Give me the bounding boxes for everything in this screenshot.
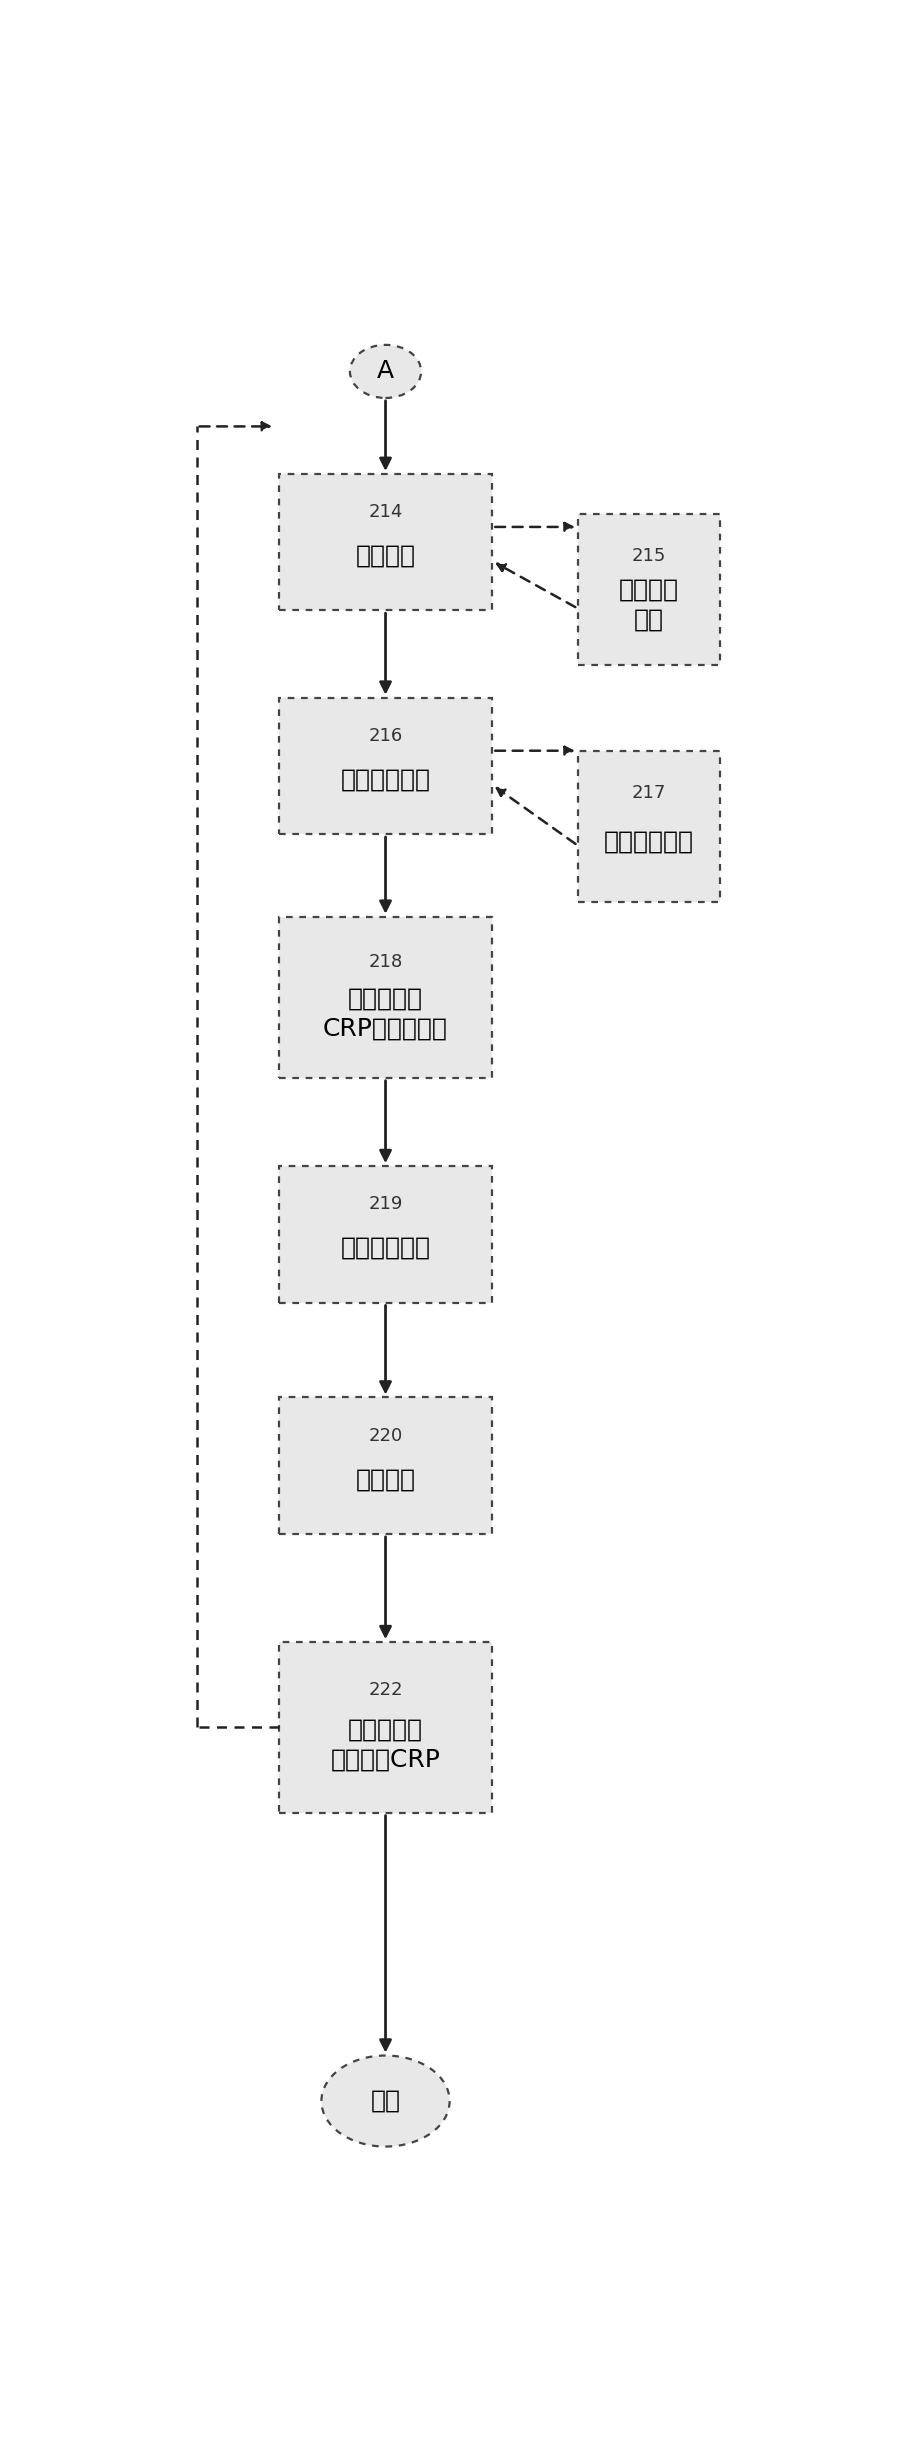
Text: 216: 216	[369, 727, 403, 744]
Ellipse shape	[322, 2057, 449, 2148]
Ellipse shape	[350, 345, 421, 399]
Text: 220: 220	[369, 1426, 403, 1446]
Text: 针对额外的
CRP的任选延迟: 针对额外的 CRP的任选延迟	[323, 988, 448, 1039]
Text: 检测电疗: 检测电疗	[356, 1468, 415, 1493]
FancyBboxPatch shape	[278, 1165, 493, 1303]
Text: 222: 222	[369, 1680, 403, 1699]
FancyBboxPatch shape	[278, 1397, 493, 1534]
Text: 电击决定: 电击决定	[356, 544, 415, 569]
Text: 显示装备状态: 显示装备状态	[604, 830, 694, 855]
Text: 结束: 结束	[370, 2089, 401, 2113]
Text: 215: 215	[632, 547, 666, 564]
Text: 发出用户提示: 发出用户提示	[341, 1236, 430, 1261]
FancyBboxPatch shape	[278, 697, 493, 835]
Text: 214: 214	[369, 502, 403, 522]
FancyBboxPatch shape	[578, 751, 720, 901]
Text: A: A	[377, 360, 394, 384]
Text: 装备递送电路: 装备递送电路	[341, 768, 430, 791]
Text: 219: 219	[369, 1195, 403, 1214]
Text: 217: 217	[632, 783, 666, 803]
FancyBboxPatch shape	[278, 1643, 493, 1813]
FancyBboxPatch shape	[578, 515, 720, 665]
Text: 显示电击
决定: 显示电击 决定	[619, 579, 679, 631]
Text: 发出提示以
重新进行CRP: 发出提示以 重新进行CRP	[331, 1717, 440, 1771]
Text: 218: 218	[369, 953, 403, 970]
FancyBboxPatch shape	[278, 473, 493, 611]
FancyBboxPatch shape	[278, 916, 493, 1079]
